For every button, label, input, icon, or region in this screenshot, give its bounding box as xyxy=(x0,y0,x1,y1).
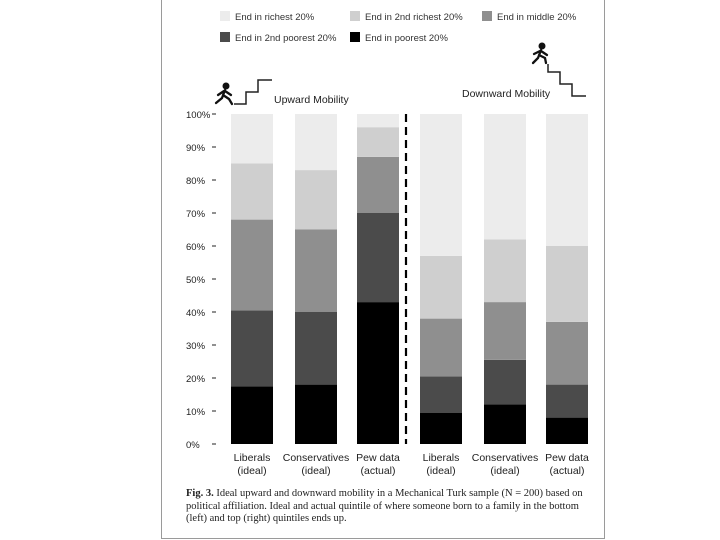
person-head xyxy=(538,42,546,50)
descending-person-icon xyxy=(531,42,549,65)
y-tick-label: 60% xyxy=(186,242,206,253)
legend-label: End in 2nd poorest 20% xyxy=(235,33,337,44)
legend-label: End in poorest 20% xyxy=(365,33,448,44)
legend-label: End in middle 20% xyxy=(497,12,577,23)
legend-swatch xyxy=(350,11,360,21)
bar-segment xyxy=(546,417,588,444)
x-category-label: Pew data xyxy=(545,452,589,464)
bar-segment xyxy=(231,163,273,220)
bar-segment xyxy=(546,321,588,385)
bar-segment xyxy=(484,404,526,444)
person-head xyxy=(222,82,230,90)
legend-swatch xyxy=(220,11,230,21)
bar-segment xyxy=(231,386,273,444)
x-category-label: (ideal) xyxy=(237,465,266,477)
legend-swatch xyxy=(220,32,230,42)
bar-segment xyxy=(484,302,526,360)
y-tick-label: 20% xyxy=(186,374,206,385)
bar-segment xyxy=(357,127,399,157)
y-tick-label: 100% xyxy=(186,110,211,121)
y-tick-label: 80% xyxy=(186,176,206,187)
x-category-label: (actual) xyxy=(549,465,584,477)
x-category-label: Pew data xyxy=(356,452,400,464)
downward-stairs-icon xyxy=(547,64,586,97)
bar-segment xyxy=(295,384,337,444)
bar-segment xyxy=(357,114,399,128)
x-category-label: (actual) xyxy=(360,465,395,477)
x-category-label: Liberals xyxy=(234,452,271,464)
bar-segment xyxy=(484,239,526,303)
mobility-stacked-bar-chart: End in richest 20% End in 2nd richest 20%… xyxy=(186,11,589,477)
y-tick-label: 10% xyxy=(186,407,206,418)
bar-segment xyxy=(295,312,337,385)
bar-segment xyxy=(295,114,337,171)
y-tick-label: 40% xyxy=(186,308,206,319)
bar-segment xyxy=(484,359,526,405)
climbing-person-icon xyxy=(214,82,234,106)
bar-segment xyxy=(231,219,273,311)
legend-swatch xyxy=(350,32,360,42)
legend-label: End in 2nd richest 20% xyxy=(365,12,463,23)
bar-segment xyxy=(420,376,462,413)
downward-mobility-title: Downward Mobility xyxy=(462,88,551,100)
group-titles: Upward Mobility Downward Mobility xyxy=(274,88,551,106)
x-category-label: Conservatives xyxy=(472,452,539,464)
bar-segment xyxy=(546,246,588,322)
person-body xyxy=(531,48,549,65)
bar-segment xyxy=(357,302,399,444)
caption-text: Ideal upward and downward mobility in a … xyxy=(186,488,583,524)
upward-stairs-icon xyxy=(234,79,272,105)
bar-segment xyxy=(231,114,273,164)
x-category-label: Conservatives xyxy=(283,452,350,464)
x-category-label: (ideal) xyxy=(426,465,455,477)
x-category-label: (ideal) xyxy=(301,465,330,477)
bar-segment xyxy=(546,384,588,418)
bar-segment xyxy=(420,412,462,444)
person-body xyxy=(214,88,234,106)
y-tick-label: 30% xyxy=(186,341,206,352)
y-tick-label: 0% xyxy=(186,440,200,451)
bar-segment xyxy=(295,229,337,312)
bar-segment xyxy=(420,255,462,319)
y-tick-label: 90% xyxy=(186,143,206,154)
x-axis-labels: Liberals(ideal)Conservatives(ideal)Pew d… xyxy=(234,452,589,477)
figure: End in richest 20% End in 2nd richest 20%… xyxy=(161,0,605,539)
bar-segment xyxy=(357,156,399,213)
upward-mobility-title: Upward Mobility xyxy=(274,94,349,106)
caption-label: Fig. 3. xyxy=(186,488,214,499)
x-category-label: (ideal) xyxy=(490,465,519,477)
bar-segment xyxy=(484,114,526,240)
legend-label: End in richest 20% xyxy=(235,12,315,23)
y-tick-label: 70% xyxy=(186,209,206,220)
y-tick-label: 50% xyxy=(186,275,206,286)
bar-segment xyxy=(357,213,399,303)
bar-segment xyxy=(420,318,462,377)
bar-segment xyxy=(420,114,462,256)
legend: End in richest 20% End in 2nd richest 20%… xyxy=(220,11,577,44)
y-axis: 0% 10% 20% 30% 40% 50% 60% 70% 80% 90% 100% xyxy=(186,110,216,451)
icons xyxy=(214,42,586,106)
bars xyxy=(231,114,588,444)
legend-swatch xyxy=(482,11,492,21)
bar-segment xyxy=(295,170,337,230)
bar-segment xyxy=(546,114,588,246)
figure-caption: Fig. 3. Ideal upward and downward mobili… xyxy=(186,488,596,526)
x-category-label: Liberals xyxy=(423,452,460,464)
bar-segment xyxy=(231,310,273,387)
